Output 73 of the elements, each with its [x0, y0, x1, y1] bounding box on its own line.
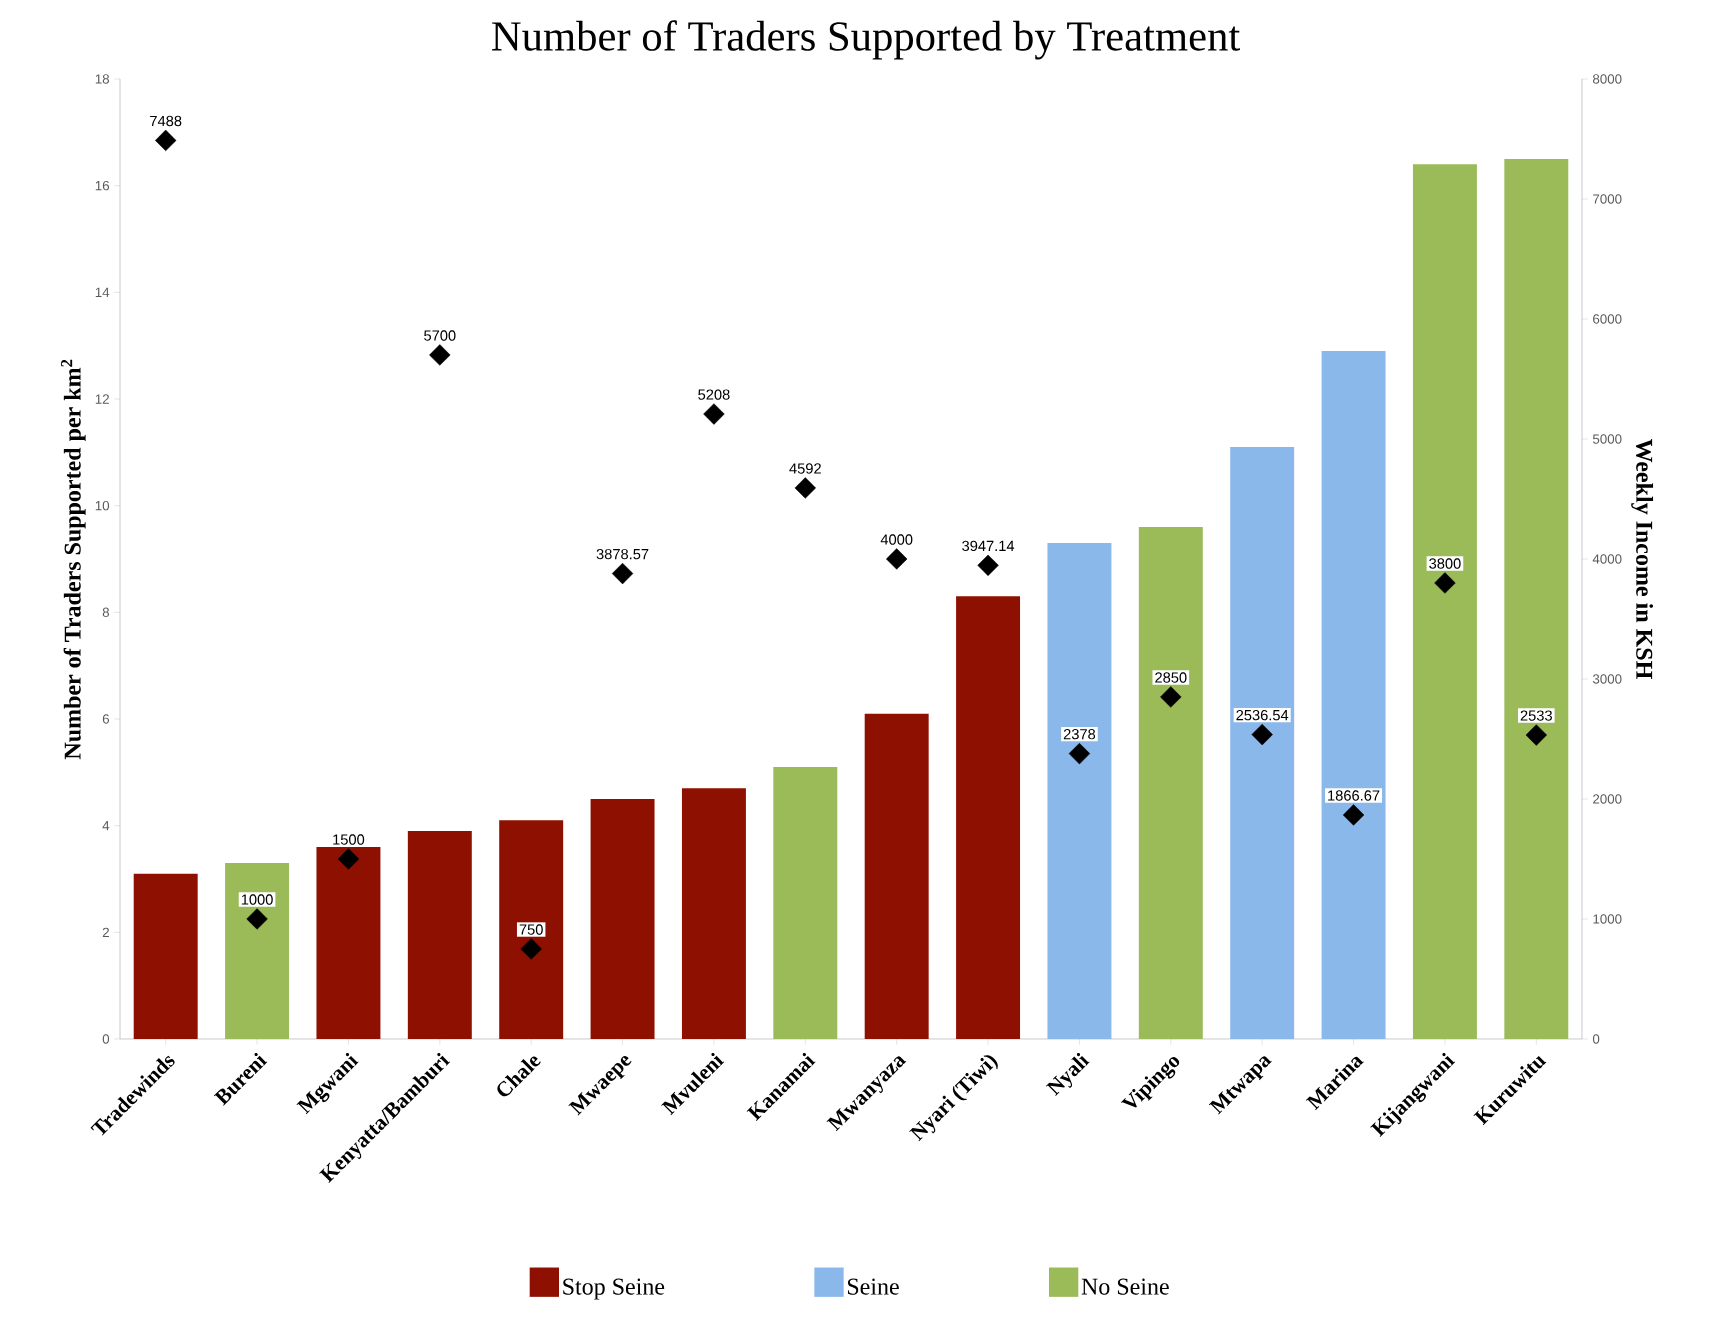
y2-tick-label: 1000 [1593, 914, 1622, 924]
bar [225, 862, 290, 1039]
data-label: 3878.57 [596, 548, 649, 560]
point [337, 848, 360, 870]
chart-title: Number of Traders Supported by Treatment [492, 20, 1240, 60]
data-label: 2378 [1063, 728, 1096, 740]
point [703, 403, 725, 425]
y2-tick-label: 6000 [1593, 314, 1622, 324]
bar [1412, 164, 1477, 1039]
data-label: 2533 [1520, 710, 1552, 721]
data-label: 4000 [880, 534, 913, 545]
bar [1230, 446, 1295, 1039]
y2-tick-label: 3000 [1592, 674, 1622, 684]
y-tick-label: 8 [102, 607, 110, 618]
point [977, 554, 999, 576]
y-axis-title: Number of Traders Supported per km$^{2}$ [61, 359, 86, 760]
legend-label: Seine [847, 1278, 899, 1295]
y-tick-label: 18 [95, 74, 110, 84]
y2-tick-label: 8000 [1592, 74, 1622, 84]
bar [499, 820, 564, 1039]
data-label: 7488 [150, 115, 182, 127]
bar [133, 873, 198, 1039]
bar [681, 788, 746, 1039]
y-tick-label: 10 [95, 500, 110, 511]
y-tick-label: 12 [95, 394, 109, 404]
data-label: 2850 [1155, 672, 1187, 683]
data-label: 5208 [698, 389, 730, 400]
y-tick-label: 2 [102, 927, 109, 937]
point [1434, 572, 1456, 594]
point [794, 477, 816, 499]
y-tick-label: 6 [102, 714, 110, 724]
point [1068, 742, 1091, 765]
bar [956, 596, 1021, 1039]
point [1160, 686, 1182, 708]
point [429, 344, 451, 366]
data-label: 1866.67 [1328, 790, 1380, 801]
y2-tick-label: 2000 [1593, 794, 1622, 804]
y2-tick-label: 5000 [1592, 434, 1622, 444]
data-label: 3800 [1429, 558, 1461, 569]
point [1342, 804, 1365, 826]
bar [1321, 350, 1386, 1039]
y-tick-label: 0 [102, 1034, 110, 1044]
y2-axis-title: Weekly Income in KSH [1631, 438, 1654, 679]
point [886, 548, 908, 570]
data-label: 1000 [241, 894, 273, 905]
bar [1504, 158, 1569, 1039]
legend-label: No Seine [1081, 1278, 1169, 1295]
bar [407, 830, 472, 1039]
bar [1138, 526, 1203, 1039]
point [520, 938, 542, 960]
y-tick-label: 4 [102, 821, 110, 831]
y-tick-label: 14 [95, 287, 110, 297]
y-tick-label: 16 [95, 180, 110, 191]
bar [864, 713, 929, 1039]
bar [590, 798, 655, 1039]
point [611, 562, 634, 585]
point [155, 129, 177, 152]
y2-tick-label: 4000 [1592, 554, 1622, 564]
point [1525, 724, 1547, 746]
y2-tick-label: 7000 [1593, 194, 1622, 204]
data-label: 5700 [424, 330, 456, 341]
point [246, 908, 268, 930]
data-label: 750 [519, 924, 543, 935]
legend-label: Stop Seine [563, 1278, 665, 1300]
bar [1047, 542, 1112, 1039]
point [1251, 723, 1273, 746]
y2-tick-label: 0 [1592, 1034, 1600, 1044]
data-label: 1500 [333, 834, 365, 845]
data-label: 3947.14 [962, 540, 1015, 552]
data-label: 2536.54 [1236, 709, 1289, 721]
data-label: 4592 [789, 463, 821, 474]
bar [773, 766, 838, 1039]
bar [316, 846, 381, 1039]
